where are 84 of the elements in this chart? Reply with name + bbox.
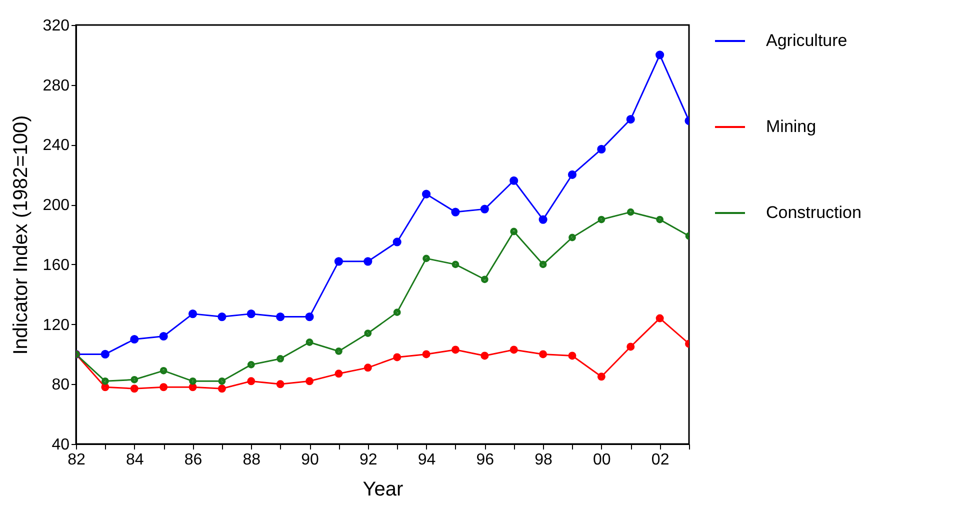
point — [100, 350, 110, 359]
y-tick-label: 80 — [52, 376, 70, 394]
x-tick-label: 02 — [651, 452, 670, 468]
legend-label: Construction — [766, 203, 862, 222]
legend-label: Mining — [766, 117, 816, 136]
point — [189, 377, 196, 385]
point — [451, 208, 460, 216]
y-tick-label: 200 — [42, 197, 70, 214]
point — [451, 346, 460, 354]
point — [480, 276, 488, 284]
point — [393, 353, 402, 362]
point — [335, 348, 342, 355]
point — [276, 312, 285, 322]
point — [130, 334, 139, 344]
y-tick-label: 160 — [42, 256, 70, 274]
x-tick-label: 84 — [126, 452, 144, 468]
point — [130, 384, 138, 393]
point — [334, 370, 343, 378]
point — [276, 355, 284, 362]
x-tick-label: 00 — [593, 452, 611, 468]
point — [246, 310, 256, 318]
point — [101, 383, 110, 392]
x-axis-title: Year — [362, 478, 404, 500]
x-tick-label: 96 — [476, 452, 494, 468]
x-tick-label: 86 — [184, 452, 202, 468]
point — [539, 260, 547, 268]
point — [597, 372, 606, 381]
x-tick-label: 98 — [534, 452, 553, 468]
y-tick-label: 280 — [42, 77, 70, 94]
point — [188, 383, 197, 392]
point — [305, 312, 314, 322]
point — [422, 350, 430, 358]
point — [568, 234, 576, 242]
point — [480, 204, 489, 214]
y-tick-label: 240 — [42, 137, 70, 154]
point — [597, 144, 606, 154]
point — [334, 257, 344, 266]
point — [392, 238, 402, 246]
y-axis-title: Indicator Index (1982=100) — [10, 115, 32, 355]
point — [539, 350, 548, 358]
point — [656, 50, 664, 60]
point — [218, 377, 226, 385]
point — [568, 170, 577, 179]
y-tick-label: 320 — [42, 18, 70, 34]
point — [510, 346, 518, 354]
point — [656, 314, 664, 322]
point — [247, 361, 255, 368]
point — [422, 254, 430, 262]
point — [480, 352, 489, 360]
y-tick-label: 120 — [42, 316, 70, 334]
point — [218, 312, 226, 322]
point — [364, 364, 372, 372]
point — [159, 332, 168, 341]
legend-label: Agriculture — [766, 31, 848, 50]
point — [218, 384, 226, 393]
point — [160, 366, 168, 374]
point — [510, 228, 518, 236]
point — [626, 114, 635, 124]
x-tick-label: 94 — [418, 452, 436, 468]
point — [626, 208, 634, 216]
point — [306, 377, 314, 386]
point — [626, 342, 635, 351]
point — [510, 176, 518, 185]
x-tick-label: 92 — [360, 452, 378, 468]
point — [247, 377, 256, 386]
point — [452, 260, 460, 268]
point — [656, 216, 664, 224]
point — [422, 190, 431, 198]
point — [598, 216, 606, 224]
y-tick-label: 40 — [52, 436, 70, 454]
point — [130, 376, 138, 384]
point — [276, 380, 284, 388]
point — [393, 308, 401, 316]
point — [364, 330, 372, 337]
point — [160, 383, 168, 392]
point — [538, 215, 548, 224]
point — [306, 338, 314, 346]
x-tick-label: 82 — [68, 452, 86, 468]
x-tick-label: 88 — [242, 452, 261, 468]
point — [188, 310, 198, 318]
x-tick-label: 90 — [301, 452, 320, 468]
point — [568, 352, 576, 360]
point — [101, 377, 109, 385]
point — [364, 257, 372, 266]
